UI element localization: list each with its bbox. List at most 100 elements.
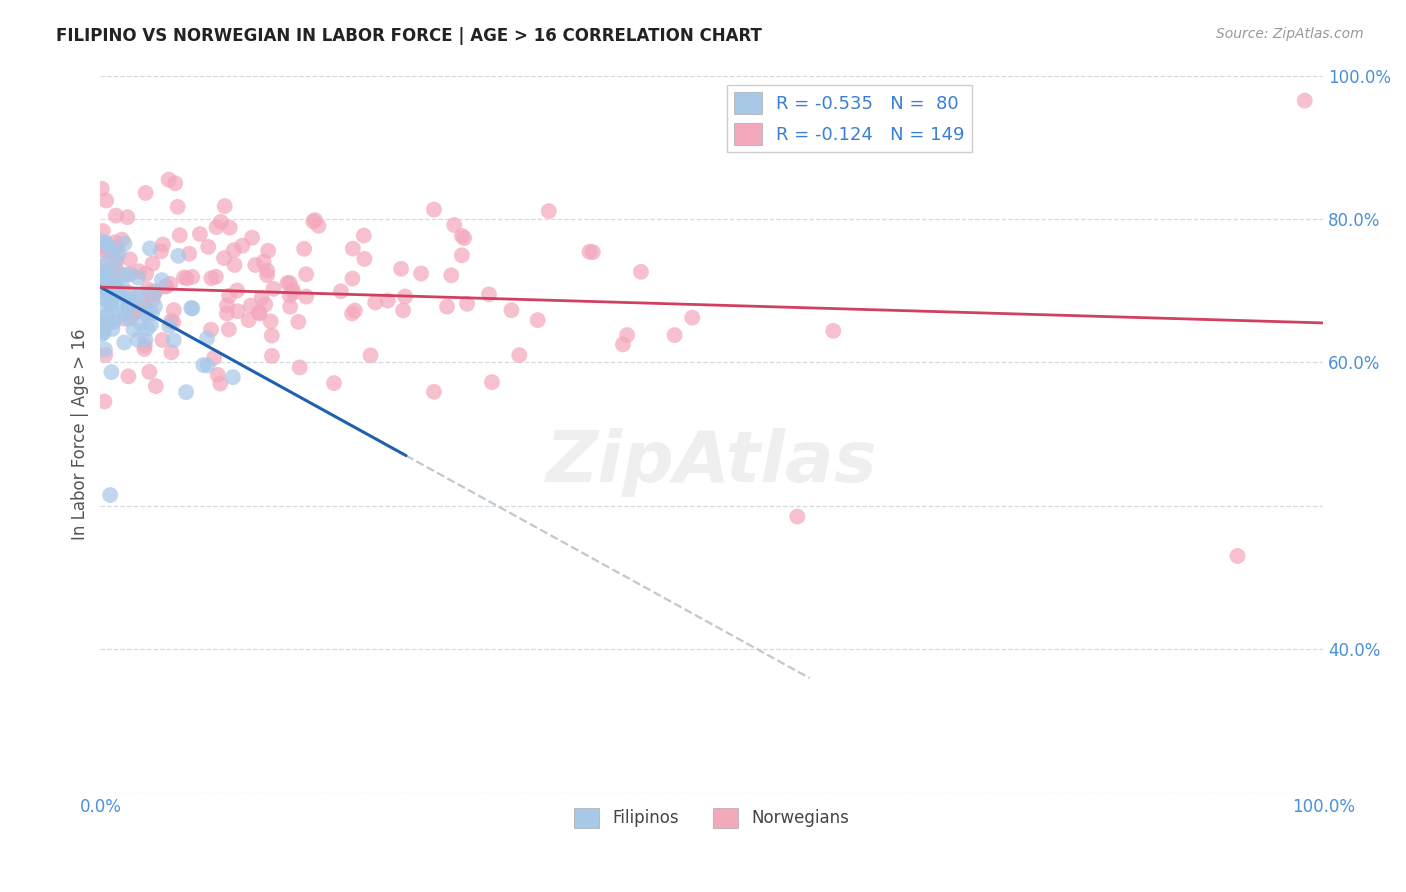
Point bbox=[245, 258, 267, 272]
Point bbox=[239, 299, 262, 313]
Point bbox=[105, 240, 128, 254]
Point bbox=[110, 299, 132, 313]
Point bbox=[90, 327, 112, 342]
Point bbox=[456, 297, 478, 311]
Point bbox=[124, 305, 146, 319]
Point bbox=[209, 215, 232, 229]
Point bbox=[159, 277, 181, 291]
Point bbox=[94, 316, 117, 330]
Point bbox=[136, 282, 159, 296]
Point bbox=[240, 230, 263, 244]
Text: ZipAtlas: ZipAtlas bbox=[546, 428, 877, 497]
Y-axis label: In Labor Force | Age > 16: In Labor Force | Age > 16 bbox=[72, 328, 89, 540]
Point bbox=[254, 297, 277, 311]
Point bbox=[157, 318, 180, 333]
Point bbox=[188, 227, 211, 241]
Point bbox=[129, 302, 152, 317]
Point bbox=[98, 295, 121, 310]
Point bbox=[200, 323, 222, 337]
Point bbox=[104, 209, 127, 223]
Point bbox=[96, 278, 118, 293]
Point bbox=[453, 231, 475, 245]
Point bbox=[91, 235, 114, 249]
Point bbox=[215, 298, 238, 312]
Point bbox=[105, 261, 128, 276]
Point bbox=[117, 301, 139, 315]
Point bbox=[630, 265, 652, 279]
Point bbox=[222, 243, 245, 257]
Point bbox=[160, 345, 183, 359]
Point bbox=[1294, 94, 1316, 108]
Point bbox=[304, 213, 326, 227]
Point bbox=[111, 280, 134, 294]
Point bbox=[436, 300, 458, 314]
Point bbox=[157, 172, 180, 186]
Point bbox=[197, 359, 219, 373]
Point bbox=[117, 293, 139, 308]
Point bbox=[537, 204, 560, 219]
Point bbox=[96, 236, 118, 251]
Point bbox=[200, 271, 222, 285]
Point bbox=[238, 313, 260, 327]
Point bbox=[222, 370, 245, 384]
Point bbox=[143, 299, 166, 313]
Point bbox=[139, 285, 162, 300]
Point bbox=[295, 289, 318, 303]
Point bbox=[423, 202, 446, 217]
Point bbox=[105, 248, 128, 262]
Legend: Filipinos, Norwegians: Filipinos, Norwegians bbox=[568, 801, 856, 835]
Point bbox=[253, 254, 276, 268]
Point bbox=[150, 273, 173, 287]
Point bbox=[112, 335, 135, 350]
Point bbox=[104, 255, 127, 269]
Point bbox=[142, 257, 165, 271]
Point bbox=[96, 194, 118, 208]
Point bbox=[91, 311, 114, 326]
Point bbox=[91, 287, 114, 301]
Point bbox=[173, 270, 195, 285]
Point bbox=[195, 331, 218, 345]
Point bbox=[98, 262, 121, 277]
Point bbox=[278, 300, 301, 314]
Point bbox=[94, 343, 117, 357]
Point bbox=[155, 279, 177, 293]
Point bbox=[93, 292, 115, 306]
Point bbox=[107, 282, 129, 296]
Point bbox=[90, 323, 112, 337]
Point bbox=[212, 251, 235, 265]
Point bbox=[256, 268, 278, 282]
Point bbox=[260, 349, 283, 363]
Point bbox=[112, 268, 135, 282]
Point bbox=[96, 244, 118, 258]
Point bbox=[152, 237, 174, 252]
Point bbox=[103, 275, 125, 289]
Point bbox=[411, 267, 433, 281]
Point bbox=[117, 285, 139, 300]
Point bbox=[100, 294, 122, 309]
Point bbox=[90, 182, 112, 196]
Point bbox=[118, 311, 141, 326]
Point bbox=[295, 267, 318, 281]
Point bbox=[214, 199, 236, 213]
Point bbox=[612, 337, 634, 351]
Point bbox=[451, 229, 474, 244]
Point bbox=[423, 384, 446, 399]
Point bbox=[342, 242, 364, 256]
Point bbox=[257, 244, 280, 258]
Point bbox=[93, 282, 115, 296]
Point bbox=[135, 308, 157, 322]
Point bbox=[292, 242, 315, 256]
Point bbox=[215, 306, 238, 320]
Point bbox=[128, 264, 150, 278]
Point bbox=[112, 311, 135, 326]
Point bbox=[96, 275, 118, 289]
Point bbox=[160, 314, 183, 328]
Point bbox=[100, 298, 122, 312]
Point bbox=[141, 306, 163, 320]
Point bbox=[124, 291, 146, 305]
Point bbox=[288, 360, 311, 375]
Point bbox=[218, 220, 240, 235]
Point bbox=[111, 233, 134, 247]
Point bbox=[167, 249, 190, 263]
Point bbox=[129, 288, 152, 302]
